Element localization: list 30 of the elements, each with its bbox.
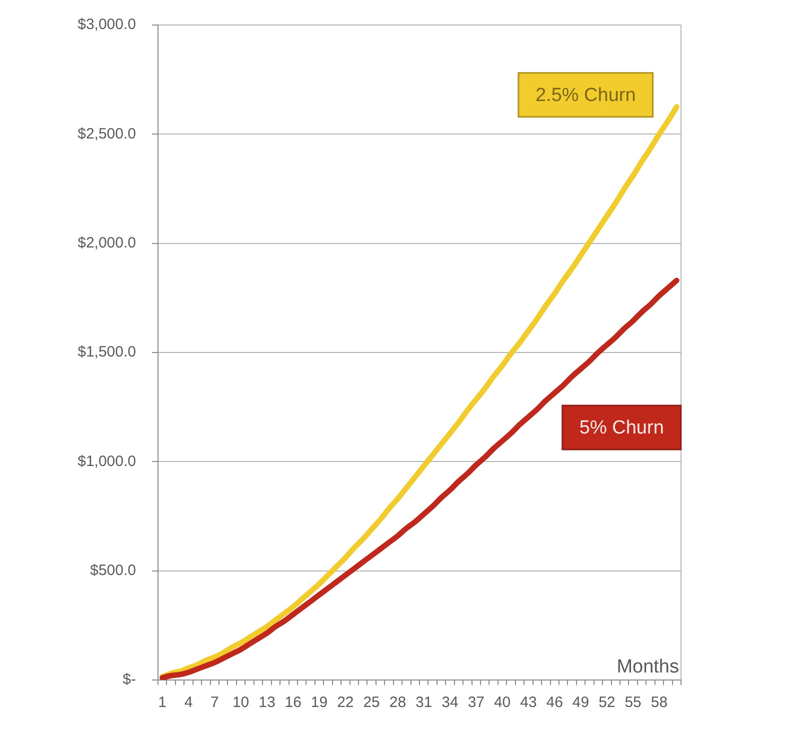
x-tick-label: 55 (624, 694, 642, 712)
x-tick-label: 37 (468, 694, 484, 712)
series-label: 5% Churn (579, 418, 664, 439)
x-tick-label: 10 (232, 694, 250, 712)
x-tick-label: 43 (520, 694, 537, 712)
series-label: 2.5% Churn (535, 85, 636, 106)
x-tick-label: 28 (389, 694, 406, 712)
x-tick-label: 40 (494, 694, 511, 712)
x-tick-label: 46 (546, 694, 563, 712)
y-tick-label: $2,000.0 (78, 234, 136, 252)
y-tick-label: $- (122, 671, 136, 688)
x-tick-label: 16 (284, 694, 302, 712)
x-tick-label: 49 (572, 694, 590, 712)
x-tick-label: 52 (598, 694, 616, 712)
x-tick-label: 34 (442, 694, 458, 712)
x-tick-label: 25 (363, 694, 380, 712)
x-tick-label: 19 (310, 694, 328, 712)
x-tick-label: 7 (210, 694, 219, 712)
y-tick-label: $1,000.0 (78, 452, 136, 470)
x-tick-label: 4 (184, 694, 193, 712)
x-axis-title: Months (616, 656, 679, 678)
x-tick-label: 22 (337, 694, 354, 712)
y-tick-label: $1,500.0 (78, 344, 136, 361)
y-tick-label: $2,500.0 (78, 125, 136, 142)
y-tick-label: $3,000.0 (78, 16, 136, 34)
y-tick-label: $500.0 (90, 562, 136, 579)
x-tick-label: 1 (158, 694, 167, 712)
x-tick-label: 13 (258, 694, 276, 712)
x-tick-label: 31 (416, 694, 432, 712)
x-tick-label: 58 (650, 694, 668, 712)
